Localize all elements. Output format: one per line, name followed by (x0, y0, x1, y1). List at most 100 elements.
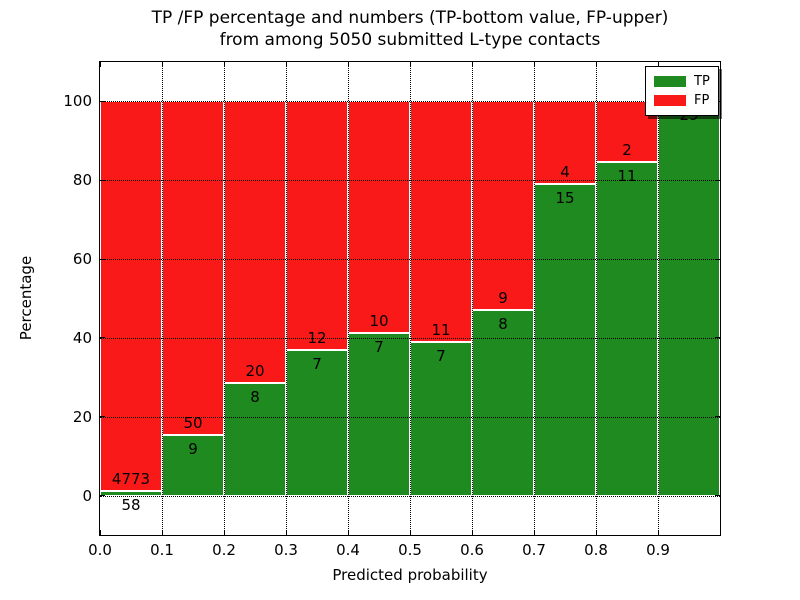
bar-segment-tp (596, 162, 658, 496)
x-tick-mark-top (533, 62, 535, 67)
bar-fp-count-label: 11 (431, 321, 451, 340)
bar-segment-fp (348, 101, 410, 334)
bar-fp-count-label: 12 (307, 329, 327, 348)
bar-fp-count-label: 4 (560, 163, 570, 182)
bar-segment-fp (410, 101, 472, 343)
x-tick-mark (719, 530, 721, 535)
bar-segment-fp (534, 101, 596, 185)
tp-color-swatch (654, 76, 686, 87)
chart-title-line2: from among 5050 submitted L-type contact… (219, 30, 601, 50)
gridline-x (162, 62, 163, 535)
x-tick-label: 0.0 (88, 541, 112, 559)
x-tick-label: 0.2 (212, 541, 236, 559)
y-axis-title: Percentage (17, 255, 35, 341)
y-tick-label: 100 (63, 92, 92, 111)
x-tick-label: 0.3 (274, 541, 298, 559)
bar-segment-fp (286, 101, 348, 351)
gridline-x (472, 62, 473, 535)
x-tick-mark-top (347, 62, 349, 67)
x-tick-mark (471, 530, 473, 535)
x-tick-mark (657, 530, 659, 535)
y-tick-label: 20 (72, 407, 92, 426)
y-tick-mark (100, 337, 105, 339)
y-tick-label: 80 (72, 171, 92, 190)
y-tick-mark (100, 258, 105, 260)
y-tick-mark-right (715, 179, 720, 181)
gridline-x (410, 62, 411, 535)
x-axis-title: Predicted probability (332, 566, 488, 584)
y-tick-mark (100, 416, 105, 418)
fp-color-swatch (654, 95, 686, 106)
x-tick-label: 0.4 (336, 541, 360, 559)
bar-segment-tp (348, 333, 410, 496)
bar-tp-count-label: 8 (250, 387, 260, 406)
bar-segment-fp (162, 101, 224, 436)
bar-fp-count-label: 20 (245, 361, 265, 380)
x-tick-mark (285, 530, 287, 535)
y-tick-mark (100, 495, 105, 497)
y-tick-mark-right (715, 416, 720, 418)
legend-label-fp: FP (694, 93, 710, 108)
y-tick-label: 60 (72, 250, 92, 269)
y-tick-mark (100, 179, 105, 181)
chart-title: TP /FP percentage and numbers (TP-bottom… (99, 7, 721, 51)
x-tick-mark (409, 530, 411, 535)
bar-fp-count-label: 50 (183, 414, 203, 433)
x-tick-mark-top (657, 62, 659, 67)
x-tick-mark-top (161, 62, 163, 67)
plot-area: TP FP 477358509208127107117984152110290.… (63, 61, 721, 558)
bar-segment-tp (162, 435, 224, 496)
legend-label-tp: TP (694, 74, 710, 89)
bar-segment-fp (100, 101, 162, 491)
gridline-x (286, 62, 287, 535)
x-tick-label: 0.8 (584, 541, 608, 559)
gridline-x (658, 62, 659, 535)
bar-segment-fp (472, 101, 534, 311)
gridline-x (224, 62, 225, 535)
y-tick-mark-right (715, 495, 720, 497)
x-tick-mark (347, 530, 349, 535)
bar-tp-count-label: 7 (374, 338, 384, 357)
y-tick-mark-right (715, 337, 720, 339)
x-tick-label: 0.6 (460, 541, 484, 559)
bar-tp-count-label: 8 (498, 315, 508, 334)
x-tick-label: 0.5 (398, 541, 422, 559)
y-tick-label: 40 (72, 328, 92, 347)
bar-segment-tp (410, 342, 472, 496)
x-tick-mark-top (719, 62, 721, 67)
bar-segment-tp (534, 184, 596, 496)
x-tick-mark (223, 530, 225, 535)
gridline-x (348, 62, 349, 535)
bar-segment-tp (658, 101, 720, 496)
bar-tp-count-label: 58 (121, 495, 141, 514)
bar-fp-count-label: 10 (369, 312, 389, 331)
x-tick-label: 0.9 (646, 541, 670, 559)
bar-fp-count-label: 2 (622, 141, 632, 160)
x-tick-mark-top (595, 62, 597, 67)
bar-tp-count-label: 7 (436, 347, 446, 366)
bar-fp-count-label: 9 (498, 289, 508, 308)
bar-fp-count-label: 4773 (111, 469, 151, 488)
legend: TP FP (645, 66, 719, 116)
y-tick-mark-right (715, 258, 720, 260)
y-tick-label: 0 (82, 486, 92, 505)
gridline-x (596, 62, 597, 535)
x-tick-mark-top (99, 62, 101, 67)
x-tick-mark (595, 530, 597, 535)
x-tick-mark-top (285, 62, 287, 67)
chart-title-line1: TP /FP percentage and numbers (TP-bottom… (151, 8, 669, 28)
bar-tp-count-label: 15 (555, 189, 575, 208)
legend-item-tp: TP (654, 72, 710, 91)
x-tick-label: 0.7 (522, 541, 546, 559)
bar-segment-fp (224, 101, 286, 383)
legend-item-fp: FP (654, 91, 710, 110)
x-tick-mark (99, 530, 101, 535)
x-tick-label: 0.1 (150, 541, 174, 559)
x-tick-mark (161, 530, 163, 535)
gridline-x (534, 62, 535, 535)
x-tick-mark-top (223, 62, 225, 67)
bar-segment-tp (286, 350, 348, 496)
x-tick-mark-top (409, 62, 411, 67)
y-tick-mark (100, 100, 105, 102)
